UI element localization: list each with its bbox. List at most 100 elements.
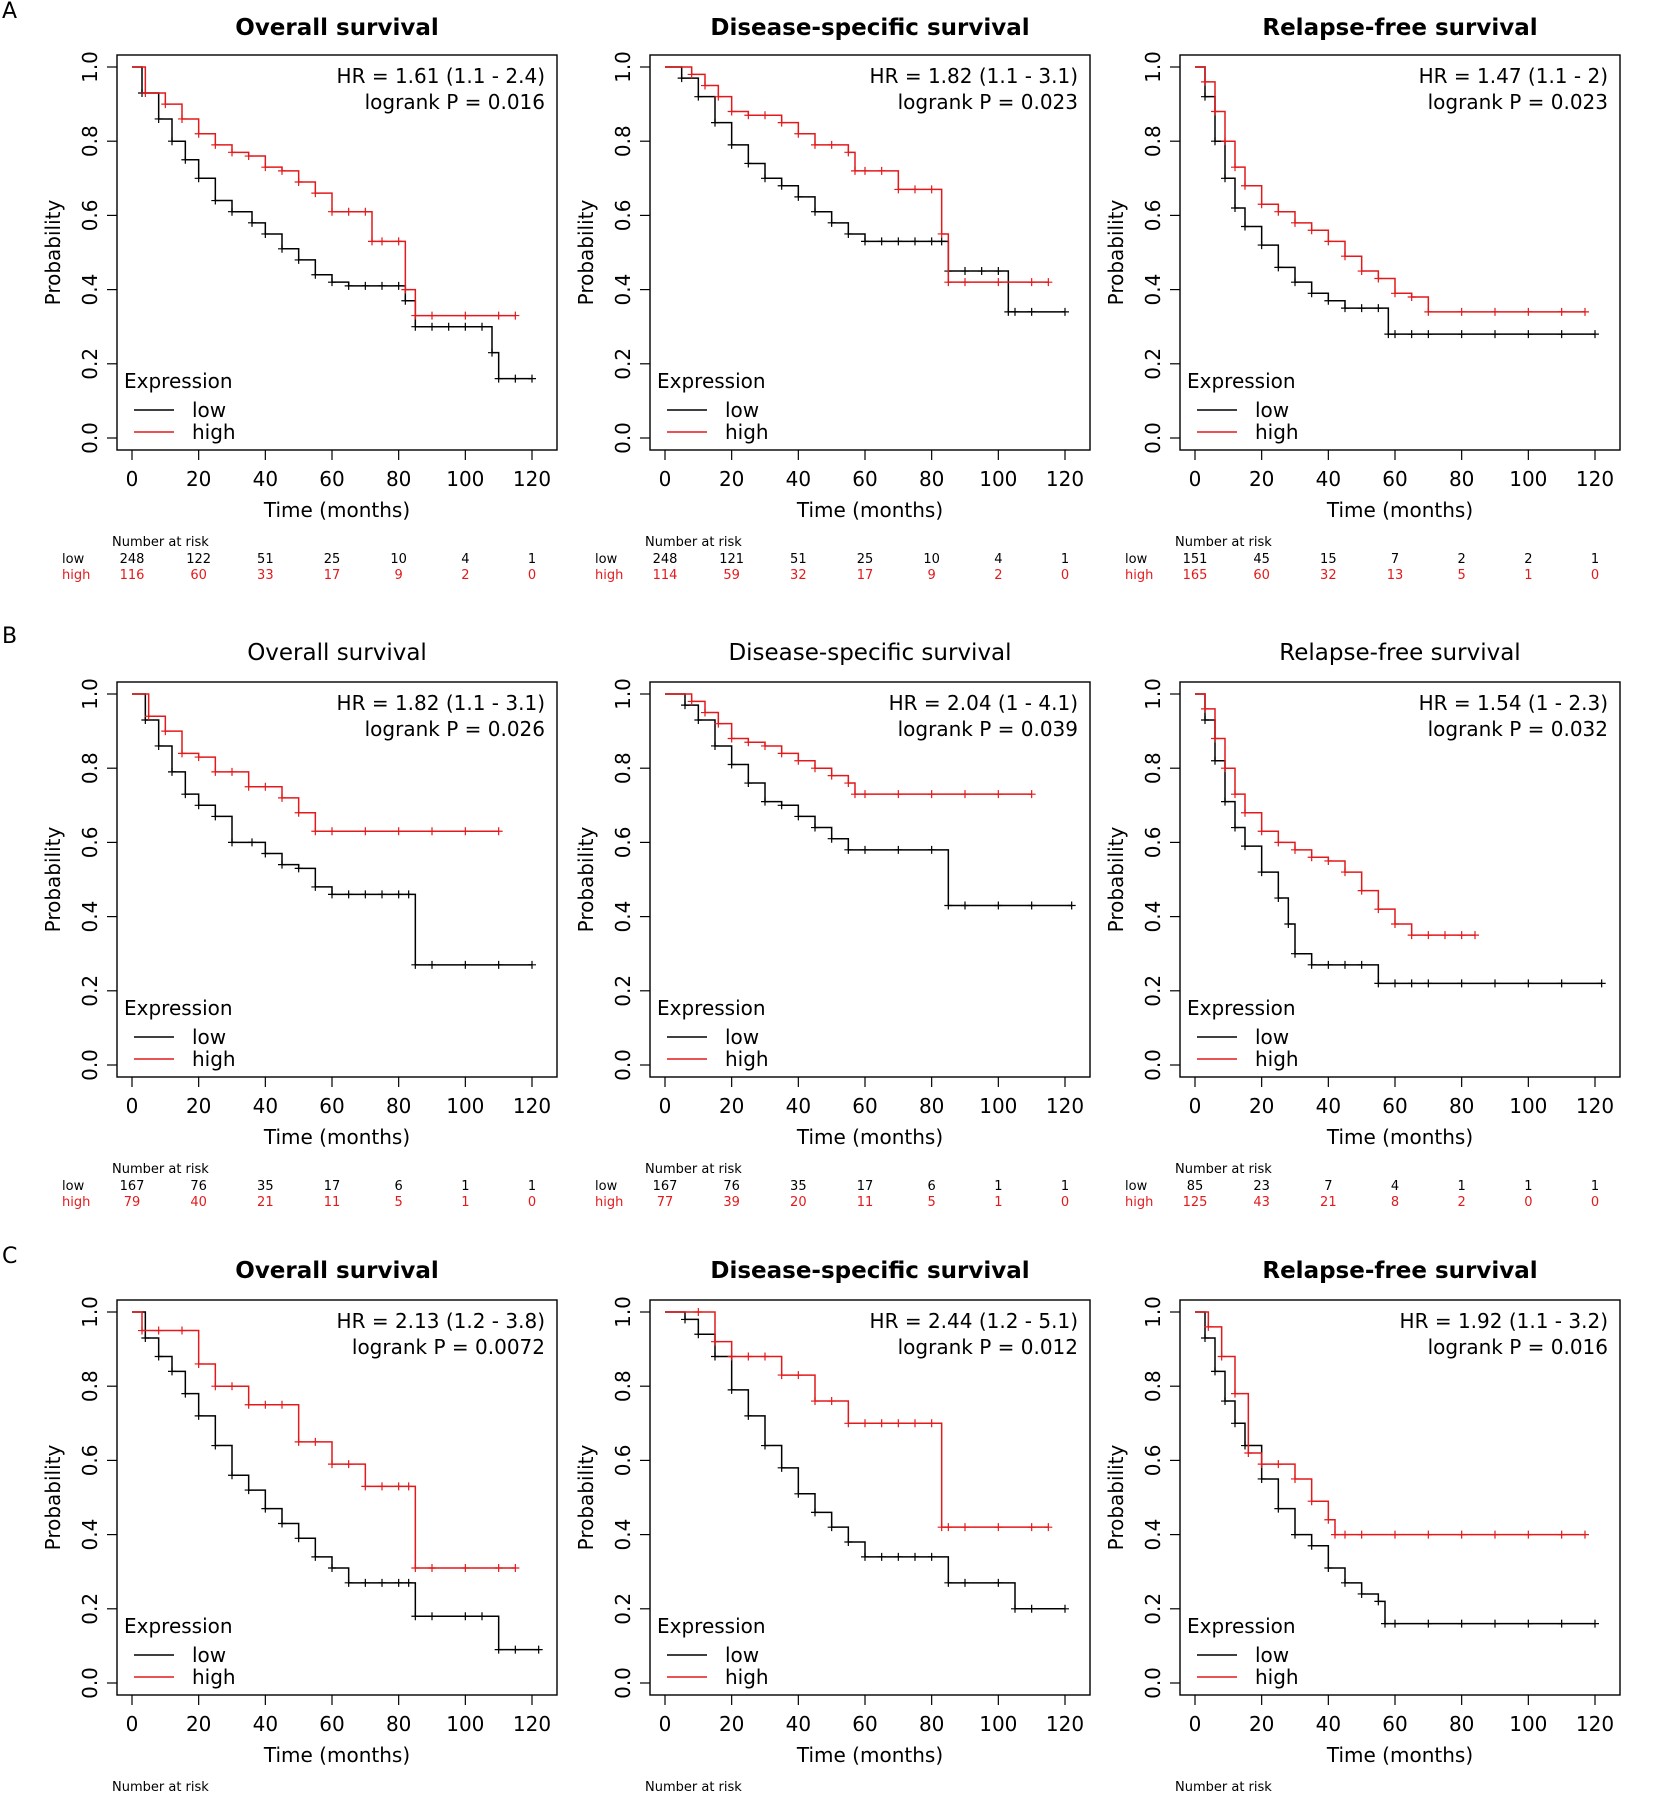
x-tick-label: 20 xyxy=(1249,467,1274,491)
risk-count-low: 1 xyxy=(994,1179,1002,1194)
risk-count-low: 167 xyxy=(653,1179,678,1194)
y-tick-label: 0.4 xyxy=(1141,274,1165,306)
censor-mark-high xyxy=(401,285,410,294)
risk-count-low: 10 xyxy=(390,552,407,567)
censor-mark-low xyxy=(744,159,753,168)
y-tick-label: 1.0 xyxy=(1141,51,1165,83)
risk-count-high: 13 xyxy=(1387,568,1404,583)
censor-mark-high xyxy=(344,207,353,216)
censor-mark-low xyxy=(534,1645,543,1654)
censor-mark-low xyxy=(1201,715,1209,724)
y-tick-label: 1.0 xyxy=(78,1296,102,1328)
censor-mark-high xyxy=(1524,1530,1533,1539)
censor-mark-low xyxy=(844,1538,853,1547)
censor-mark-low xyxy=(1011,1604,1019,1613)
censor-mark-low xyxy=(961,267,969,276)
x-tick-label: 0 xyxy=(1189,1712,1202,1736)
risk-count-high: 17 xyxy=(324,568,341,583)
hazard-ratio: HR = 2.04 (1 - 4.1) xyxy=(889,691,1078,715)
plot-frame xyxy=(1179,54,1621,451)
censor-mark-low xyxy=(411,322,420,331)
censor-mark-low xyxy=(1274,894,1283,903)
plot-title: Disease-specific survival xyxy=(710,1258,1029,1284)
risk-count-high: 9 xyxy=(928,568,936,583)
censor-mark-low xyxy=(361,1578,370,1587)
censor-mark-low xyxy=(1491,330,1499,339)
x-tick-label: 120 xyxy=(513,1712,551,1736)
censor-mark-low xyxy=(1357,960,1366,969)
risk-count-high: 0 xyxy=(1591,568,1599,583)
censor-mark-high xyxy=(344,1460,353,1469)
censor-mark-low xyxy=(1221,174,1229,183)
censor-mark-low xyxy=(811,207,819,216)
censor-mark-high xyxy=(1424,1530,1433,1539)
censor-mark-high xyxy=(777,118,786,127)
censor-mark-low xyxy=(1424,330,1433,339)
x-tick-label: 100 xyxy=(1509,467,1547,491)
risk-count-low: 17 xyxy=(857,1179,874,1194)
logrank-p: logrank P = 0.016 xyxy=(365,90,545,114)
censor-mark-low xyxy=(1291,949,1299,958)
censor-mark-low xyxy=(1341,960,1349,969)
censor-mark-high xyxy=(261,782,270,791)
censor-mark-high xyxy=(744,1352,753,1361)
censor-mark-high xyxy=(1257,1460,1266,1469)
censor-mark-low xyxy=(1457,330,1466,339)
y-tick-label: 0.0 xyxy=(1141,1049,1165,1081)
censor-mark-low xyxy=(681,701,689,710)
censor-mark-high xyxy=(244,1400,253,1409)
censor-mark-high xyxy=(1341,868,1349,877)
censor-mark-high xyxy=(1341,252,1349,261)
censor-mark-low xyxy=(1391,330,1399,339)
censor-mark-low xyxy=(1027,901,1036,910)
censor-mark-high xyxy=(777,749,786,758)
x-axis-label: Time (months) xyxy=(263,1743,410,1767)
survival-curve-low xyxy=(665,66,1065,313)
x-tick-label: 100 xyxy=(446,467,484,491)
x-tick-label: 120 xyxy=(1576,1712,1614,1736)
censor-mark-low xyxy=(378,281,386,290)
risk-count-high: 8 xyxy=(1391,1195,1399,1210)
censor-mark-low xyxy=(677,74,686,83)
censor-mark-low xyxy=(328,278,336,287)
hazard-ratio: HR = 1.82 (1.1 - 3.1) xyxy=(870,64,1078,88)
risk-count-high: 165 xyxy=(1183,568,1208,583)
risk-count-high: 60 xyxy=(190,568,207,583)
y-tick-label: 1.0 xyxy=(78,678,102,710)
x-tick-label: 120 xyxy=(1046,1094,1084,1118)
censor-mark-high xyxy=(811,764,819,773)
x-tick-label: 20 xyxy=(719,1094,744,1118)
censor-mark-low xyxy=(404,890,413,899)
censor-mark-low xyxy=(461,322,470,331)
x-tick-label: 40 xyxy=(786,1094,811,1118)
censor-mark-high xyxy=(1257,827,1266,836)
censor-mark-low xyxy=(744,779,753,788)
y-axis-label: Probability xyxy=(41,826,65,932)
censor-mark-low xyxy=(694,92,703,101)
censor-mark-low xyxy=(278,244,286,253)
risk-table-title: Number at risk xyxy=(112,1162,209,1177)
y-tick-label: 0.6 xyxy=(1141,1444,1165,1476)
y-axis-label: Probability xyxy=(1104,199,1128,305)
censor-mark-high xyxy=(744,111,753,120)
censor-mark-high xyxy=(1274,1460,1283,1469)
x-tick-label: 120 xyxy=(1046,1712,1084,1736)
plot-frame xyxy=(116,1299,558,1696)
survival-curve-high xyxy=(132,66,516,317)
y-tick-label: 1.0 xyxy=(611,51,635,83)
censor-mark-high xyxy=(714,92,723,101)
censor-mark-low xyxy=(1324,1563,1333,1572)
censor-mark-high xyxy=(178,114,186,123)
risk-count-low: 1 xyxy=(1458,1179,1466,1194)
legend-label-high: high xyxy=(192,420,236,444)
risk-count-high: 0 xyxy=(1061,1195,1069,1210)
censor-mark-low xyxy=(861,1552,869,1561)
x-tick-label: 100 xyxy=(446,1094,484,1118)
censor-mark-low xyxy=(694,1330,703,1339)
censor-mark-high xyxy=(894,790,903,799)
risk-count-high: 0 xyxy=(1524,1195,1532,1210)
censor-mark-high xyxy=(461,311,470,320)
plot-title: Overall survival xyxy=(247,640,427,666)
censor-mark-low xyxy=(511,374,520,383)
y-tick-label: 0.6 xyxy=(611,826,635,858)
